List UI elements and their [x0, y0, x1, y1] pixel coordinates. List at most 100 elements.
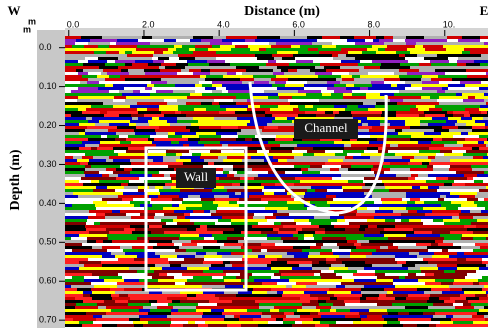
radargram-band [249, 195, 271, 198]
radargram-band [107, 60, 115, 63]
radargram-band [222, 144, 228, 147]
radargram-band [118, 219, 138, 222]
radargram-band [304, 291, 327, 294]
radargram-band [134, 258, 146, 261]
radargram-band [124, 279, 139, 282]
radargram-band [246, 210, 257, 213]
radargram-band [458, 57, 475, 60]
radargram-band [249, 153, 270, 156]
radargram-band [437, 192, 450, 195]
radargram-band [473, 321, 488, 324]
radargram-band [454, 210, 461, 213]
radargram-band [190, 213, 200, 216]
radargram-band [310, 294, 320, 297]
radargram-band [130, 171, 151, 174]
radargram-band [225, 60, 239, 63]
radargram-band [201, 39, 222, 42]
radargram-band [442, 201, 451, 204]
radargram-band [366, 297, 378, 300]
radargram-band [118, 273, 124, 276]
radargram-band [416, 57, 424, 60]
radargram-band [431, 288, 450, 291]
radargram-band [484, 306, 488, 309]
radargram-band [65, 180, 79, 183]
radargram-band [224, 309, 247, 312]
radargram-band [379, 54, 399, 57]
radargram-band [386, 120, 405, 123]
radargram-band [195, 273, 210, 276]
radargram-band [348, 51, 362, 54]
radargram-band [181, 270, 203, 273]
radargram-band [370, 114, 381, 117]
radargram-band [148, 120, 167, 123]
radargram-band [275, 117, 287, 120]
radargram-band [99, 120, 108, 123]
radargram-band [165, 138, 188, 141]
radargram-band [274, 57, 282, 60]
radargram-band [213, 201, 229, 204]
radargram-band [387, 321, 400, 324]
radargram-band [453, 135, 473, 138]
radargram-band [393, 282, 411, 285]
radargram-band [187, 96, 198, 99]
radargram-band [322, 45, 336, 48]
radargram-band [354, 198, 370, 201]
radargram-band [450, 297, 458, 300]
radargram-band [389, 270, 410, 273]
radargram-band [147, 273, 159, 276]
radargram-band [302, 321, 320, 324]
radargram-band [201, 102, 212, 105]
radargram-band [478, 228, 488, 231]
radargram-band [421, 147, 429, 150]
radargram-band [255, 39, 278, 42]
radargram-band [482, 276, 488, 279]
radargram-band [194, 108, 206, 111]
radargram-band [176, 48, 189, 51]
radargram-band [150, 294, 163, 297]
radargram-band [195, 321, 205, 324]
radargram-band [331, 222, 349, 225]
radargram-band [346, 237, 360, 240]
radargram-band [417, 93, 437, 96]
radargram-band [157, 45, 174, 48]
radargram-band [422, 81, 432, 84]
radargram-band [382, 201, 393, 204]
radargram-band [88, 216, 105, 219]
radargram-band [87, 81, 99, 84]
radargram-band [360, 99, 371, 102]
radargram-band [157, 282, 175, 285]
radargram-band [299, 210, 308, 213]
radargram-band [178, 228, 187, 231]
radargram-band [85, 165, 91, 168]
radargram-band [463, 66, 473, 69]
radargram-band [472, 147, 479, 150]
radargram-band [179, 246, 194, 249]
radargram-band [71, 285, 94, 288]
radargram-band [386, 141, 397, 144]
radargram-band [126, 96, 149, 99]
radargram-band [225, 264, 232, 267]
x-tick-label: 2.0 [142, 19, 155, 29]
radargram-band [184, 165, 203, 168]
radargram-band [372, 252, 390, 255]
radargram-band [415, 246, 427, 249]
radargram-band [113, 147, 128, 150]
radargram-band [73, 156, 82, 159]
radargram-band [429, 324, 436, 327]
radargram-band [231, 48, 250, 51]
radargram-band [404, 300, 421, 303]
radargram-band [215, 192, 235, 195]
radargram-band [430, 96, 439, 99]
x-tick-label: 0.0 [67, 19, 80, 29]
radargram-band [302, 171, 320, 174]
radargram-band [270, 279, 289, 282]
radargram-band [384, 159, 392, 162]
radargram-band [92, 117, 114, 120]
radargram-band [252, 297, 274, 300]
radargram-band [176, 78, 182, 81]
radargram-band [346, 84, 354, 87]
radargram-band [417, 111, 424, 114]
radargram-band [222, 312, 240, 315]
radargram-band [336, 321, 353, 324]
radargram-band [377, 138, 398, 141]
